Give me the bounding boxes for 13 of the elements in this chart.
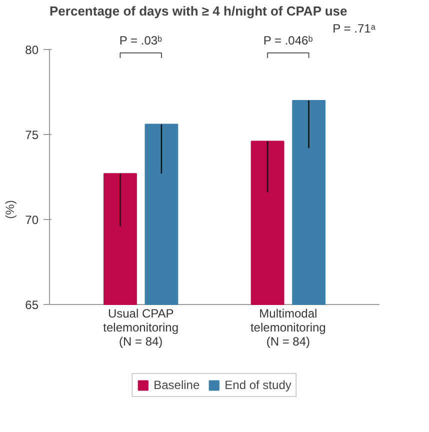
y-tick-label: 70 bbox=[25, 213, 39, 227]
legend-label: End of study bbox=[224, 378, 292, 392]
x-tick-label: Usual CPAP telemonitoring (N = 84) bbox=[103, 306, 179, 348]
x-tick-label: Multimodal telemonitoring (N = 84) bbox=[250, 306, 326, 348]
text: P = .03ᵇ bbox=[119, 34, 163, 48]
chart-title: Percentage of days with ≥ 4 h/night of CPAP use bbox=[50, 4, 348, 18]
y-axis-title: (%) bbox=[3, 200, 18, 219]
text: P = .71ᵃ bbox=[332, 22, 376, 36]
y-tick-label: 65 bbox=[25, 298, 39, 312]
y-tick-label: 75 bbox=[25, 128, 39, 142]
legend-label: Baseline bbox=[154, 378, 200, 392]
text: P = .046ᵇ bbox=[263, 34, 314, 48]
y-tick-label: 80 bbox=[25, 43, 39, 57]
